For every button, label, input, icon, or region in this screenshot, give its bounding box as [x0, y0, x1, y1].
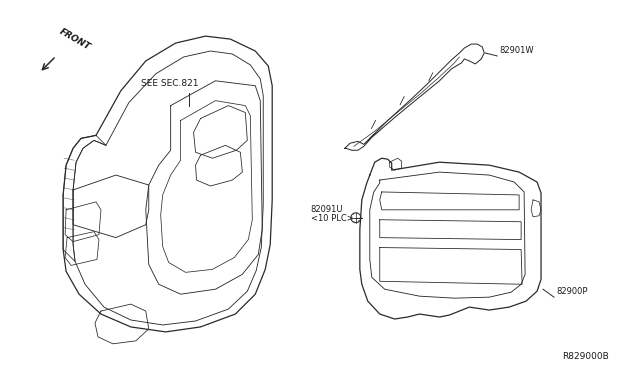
Text: R829000B: R829000B [562, 352, 609, 361]
Text: 82900P: 82900P [556, 287, 588, 296]
Text: 82901W: 82901W [499, 46, 534, 55]
Text: FRONT: FRONT [58, 27, 92, 52]
Text: SEE SEC.821: SEE SEC.821 [141, 79, 198, 88]
Text: <10 PLC>: <10 PLC> [311, 214, 354, 223]
Text: 82091U: 82091U [310, 205, 342, 214]
